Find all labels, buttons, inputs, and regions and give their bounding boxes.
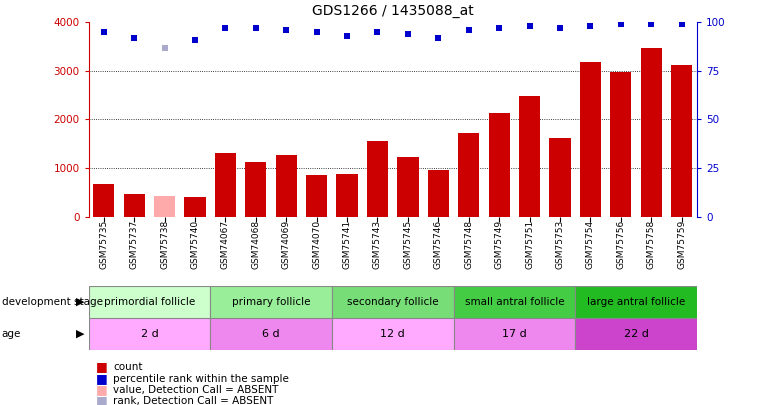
Bar (215, 153, 236, 217)
Text: GSM74070: GSM74070 (312, 220, 321, 269)
Bar (184, 197, 206, 217)
Point (675, 21, 688, 28)
Bar (93, 183, 115, 217)
Text: primordial follicle: primordial follicle (104, 297, 195, 307)
Bar (89, 286, 210, 318)
Point (432, 34, 444, 41)
Text: GSM74069: GSM74069 (282, 220, 291, 269)
Text: value, Detection Call = ABSENT: value, Detection Call = ABSENT (113, 385, 279, 394)
Bar (210, 286, 332, 318)
Bar (89, 318, 210, 350)
Bar (332, 286, 454, 318)
Bar (154, 196, 176, 217)
Point (402, 31, 414, 37)
Text: small antral follicle: small antral follicle (464, 297, 564, 307)
Point (249, 25, 262, 31)
Text: 17 d: 17 d (502, 329, 527, 339)
Text: age: age (2, 329, 21, 339)
Bar (306, 175, 327, 217)
Text: GSM75759: GSM75759 (677, 220, 686, 269)
Bar (458, 132, 480, 217)
Text: ▶: ▶ (76, 297, 85, 307)
Point (189, 36, 201, 43)
Point (463, 27, 475, 33)
Bar (427, 170, 449, 217)
Text: GSM75753: GSM75753 (555, 220, 564, 269)
Point (98, 29, 110, 35)
Text: ■: ■ (96, 394, 108, 405)
Text: ■: ■ (96, 383, 108, 396)
Text: secondary follicle: secondary follicle (347, 297, 438, 307)
Bar (488, 113, 510, 217)
Text: GSM75735: GSM75735 (99, 220, 109, 269)
Text: GSM75737: GSM75737 (129, 220, 139, 269)
Text: GSM75758: GSM75758 (647, 220, 656, 269)
Bar (575, 318, 697, 350)
Bar (519, 96, 541, 217)
Bar (336, 175, 358, 217)
Text: development stage: development stage (2, 297, 102, 307)
Text: GSM75740: GSM75740 (190, 220, 199, 269)
Bar (210, 318, 332, 350)
Text: 2 d: 2 d (140, 329, 159, 339)
Bar (454, 286, 575, 318)
Bar (245, 162, 266, 217)
Point (280, 27, 293, 33)
Bar (454, 318, 575, 350)
Bar (276, 155, 297, 217)
Text: GSM75745: GSM75745 (403, 220, 413, 269)
Text: GSM75754: GSM75754 (586, 220, 595, 269)
Point (584, 23, 597, 30)
Text: ■: ■ (96, 360, 108, 373)
Text: ▶: ▶ (76, 329, 85, 339)
Bar (641, 47, 662, 217)
Text: count: count (113, 362, 142, 371)
Bar (367, 141, 388, 217)
Text: ■: ■ (96, 372, 108, 385)
Point (524, 23, 536, 30)
Text: GSM75756: GSM75756 (616, 220, 625, 269)
Point (341, 33, 353, 39)
Bar (580, 62, 601, 217)
Point (128, 34, 140, 41)
Bar (549, 138, 571, 217)
Text: GSM75738: GSM75738 (160, 220, 169, 269)
Bar (397, 158, 419, 217)
Point (614, 21, 627, 28)
Point (645, 21, 658, 28)
Text: rank, Detection Call = ABSENT: rank, Detection Call = ABSENT (113, 396, 273, 405)
Text: 6 d: 6 d (263, 329, 280, 339)
Point (159, 44, 171, 51)
Text: GSM75746: GSM75746 (434, 220, 443, 269)
Point (554, 25, 566, 31)
Point (310, 29, 323, 35)
Bar (332, 318, 454, 350)
Text: 12 d: 12 d (380, 329, 405, 339)
Bar (610, 72, 631, 217)
Bar (123, 194, 145, 217)
Text: primary follicle: primary follicle (232, 297, 310, 307)
Text: GSM75743: GSM75743 (373, 220, 382, 269)
Text: GSM75748: GSM75748 (464, 220, 474, 269)
Text: GSM75749: GSM75749 (494, 220, 504, 269)
Title: GDS1266 / 1435088_at: GDS1266 / 1435088_at (312, 4, 474, 19)
Text: percentile rank within the sample: percentile rank within the sample (113, 374, 289, 384)
Bar (575, 286, 697, 318)
Text: large antral follicle: large antral follicle (587, 297, 685, 307)
Point (371, 29, 383, 35)
Bar (671, 65, 692, 217)
Text: GSM74068: GSM74068 (251, 220, 260, 269)
Point (219, 25, 232, 31)
Text: GSM75751: GSM75751 (525, 220, 534, 269)
Point (493, 25, 505, 31)
Text: GSM75741: GSM75741 (343, 220, 352, 269)
Text: GSM74067: GSM74067 (221, 220, 230, 269)
Text: 22 d: 22 d (624, 329, 648, 339)
